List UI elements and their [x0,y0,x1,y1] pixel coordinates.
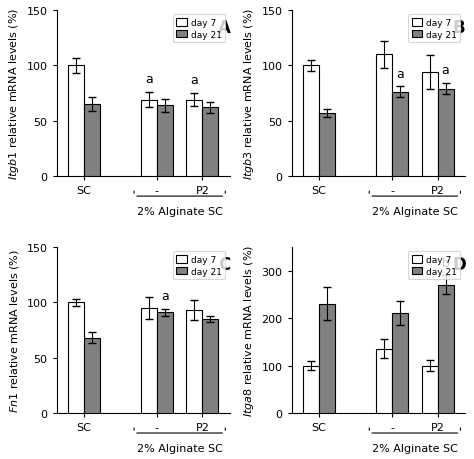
Text: a: a [396,67,404,81]
Bar [157,313,173,413]
Text: a: a [442,64,449,77]
Bar [84,338,100,413]
Text: a: a [161,290,169,302]
Text: B: B [453,19,465,37]
Bar [422,73,438,177]
Text: a: a [191,74,198,87]
Bar [186,101,202,177]
Bar [84,105,100,177]
Y-axis label: $\it{Itga8}$ relative mRNA levels (%): $\it{Itga8}$ relative mRNA levels (%) [242,245,256,416]
Text: 2% Alginate SC: 2% Alginate SC [137,207,223,217]
Bar [392,93,408,177]
Y-axis label: $\it{Itgb1}$ relative mRNA levels (%): $\it{Itgb1}$ relative mRNA levels (%) [7,8,21,180]
Y-axis label: $\it{Itgb3}$ relative mRNA levels (%): $\it{Itgb3}$ relative mRNA levels (%) [242,8,256,180]
Text: 2% Alginate SC: 2% Alginate SC [372,443,458,453]
Bar [141,101,157,177]
Text: 2% Alginate SC: 2% Alginate SC [137,443,223,453]
Bar [186,310,202,413]
Legend: day 7, day 21: day 7, day 21 [408,252,460,280]
Bar [68,66,84,177]
Bar [319,114,335,177]
Bar [303,66,319,177]
Bar [319,304,335,413]
Bar [376,349,392,413]
Text: C: C [218,256,230,274]
Bar [376,55,392,177]
Bar [202,108,219,177]
Bar [202,319,219,413]
Bar [157,106,173,177]
Bar [422,366,438,413]
Text: a: a [145,73,153,86]
Bar [438,90,454,177]
Bar [438,285,454,413]
Legend: day 7, day 21: day 7, day 21 [408,16,460,43]
Bar [303,366,319,413]
Text: A: A [218,19,230,37]
Bar [392,313,408,413]
Text: 2% Alginate SC: 2% Alginate SC [372,207,458,217]
Legend: day 7, day 21: day 7, day 21 [173,16,225,43]
Text: b: b [442,256,449,269]
Text: D: D [453,256,466,274]
Y-axis label: $\it{Fn1}$ relative mRNA levels (%): $\it{Fn1}$ relative mRNA levels (%) [8,248,21,412]
Bar [141,308,157,413]
Bar [68,302,84,413]
Legend: day 7, day 21: day 7, day 21 [173,252,225,280]
